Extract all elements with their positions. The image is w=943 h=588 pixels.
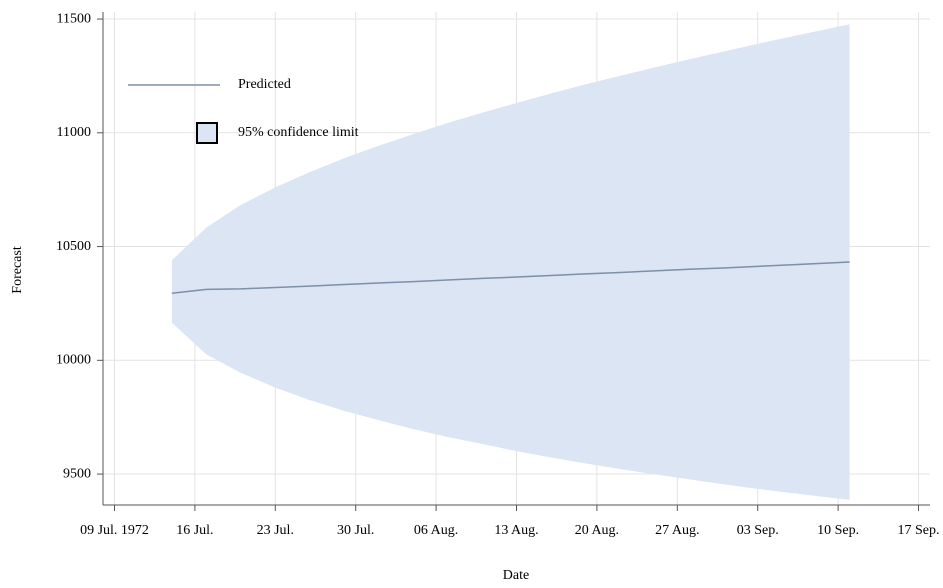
y-tick-label: 9500: [63, 466, 91, 481]
x-tick-label: 09 Jul. 1972: [80, 523, 149, 538]
y-tick-label: 10500: [56, 239, 91, 254]
x-tick-label: 27 Aug.: [655, 523, 699, 538]
x-tick-label: 23 Jul.: [257, 523, 294, 538]
x-tick-label: 30 Jul.: [337, 523, 374, 538]
series-line: [171, 261, 850, 294]
x-tick-label: 13 Aug.: [494, 523, 538, 538]
y-tick-label: 10000: [56, 353, 91, 368]
x-tick-label: 10 Sep.: [817, 523, 859, 538]
x-axis-label: Date: [503, 568, 529, 583]
x-tick-label: 17 Sep.: [898, 523, 940, 538]
x-tick-label: 06 Aug.: [414, 523, 458, 538]
confidence-band: [171, 24, 850, 500]
x-tick-label: 20 Aug.: [575, 523, 619, 538]
legend-swatch: [196, 122, 218, 144]
x-tick-label: 03 Sep.: [737, 523, 779, 538]
y-tick-label: 11500: [57, 11, 91, 26]
legend-label: 95% confidence limit: [238, 125, 359, 140]
y-tick-label: 11000: [57, 125, 91, 140]
legend-label: Predicted: [238, 77, 291, 92]
legend: Predicted 95% confidence limit: [128, 77, 359, 144]
y-axis-label: Forecast: [10, 246, 25, 294]
x-tick-label: 16 Jul.: [176, 523, 213, 538]
